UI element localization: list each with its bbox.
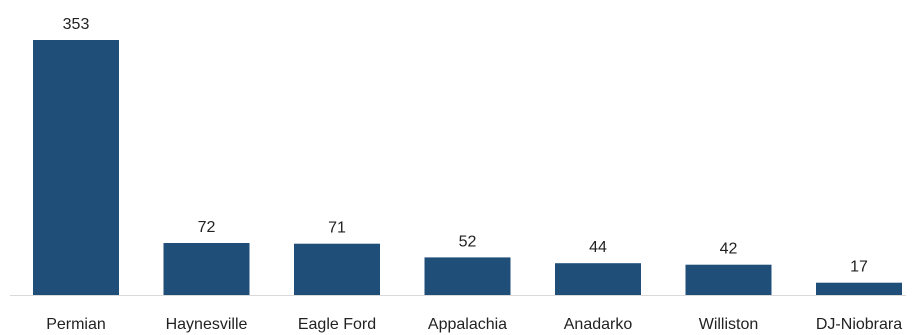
data-label: 71 bbox=[328, 220, 346, 237]
data-label: 72 bbox=[198, 219, 216, 236]
x-tick-labels-group: Permian Haynesville Eagle Ford Appalachia An… bbox=[46, 316, 902, 333]
x-tick-label: Williston bbox=[699, 316, 759, 333]
data-label: 42 bbox=[720, 241, 738, 258]
data-labels-group: 353 72 71 52 44 42 17 bbox=[63, 16, 868, 276]
bar-haynesville bbox=[164, 243, 250, 295]
x-tick-label: Permian bbox=[46, 316, 106, 333]
bar-dj-niobrara bbox=[816, 283, 902, 295]
bar-anadarko bbox=[555, 263, 641, 295]
data-label: 353 bbox=[63, 16, 90, 33]
data-label: 17 bbox=[850, 259, 868, 276]
x-tick-label: Anadarko bbox=[564, 316, 633, 333]
x-tick-label: Eagle Ford bbox=[298, 316, 376, 333]
bar-appalachia bbox=[425, 257, 511, 295]
bar-williston bbox=[686, 265, 772, 295]
bar-eagle-ford bbox=[294, 244, 380, 295]
x-tick-label: DJ-Niobrara bbox=[816, 316, 902, 333]
x-tick-label: Haynesville bbox=[166, 316, 248, 333]
data-label: 52 bbox=[459, 233, 477, 250]
bar-permian bbox=[33, 40, 119, 295]
bars-group bbox=[33, 40, 902, 295]
x-tick-label: Appalachia bbox=[428, 316, 507, 333]
data-label: 44 bbox=[589, 239, 607, 256]
